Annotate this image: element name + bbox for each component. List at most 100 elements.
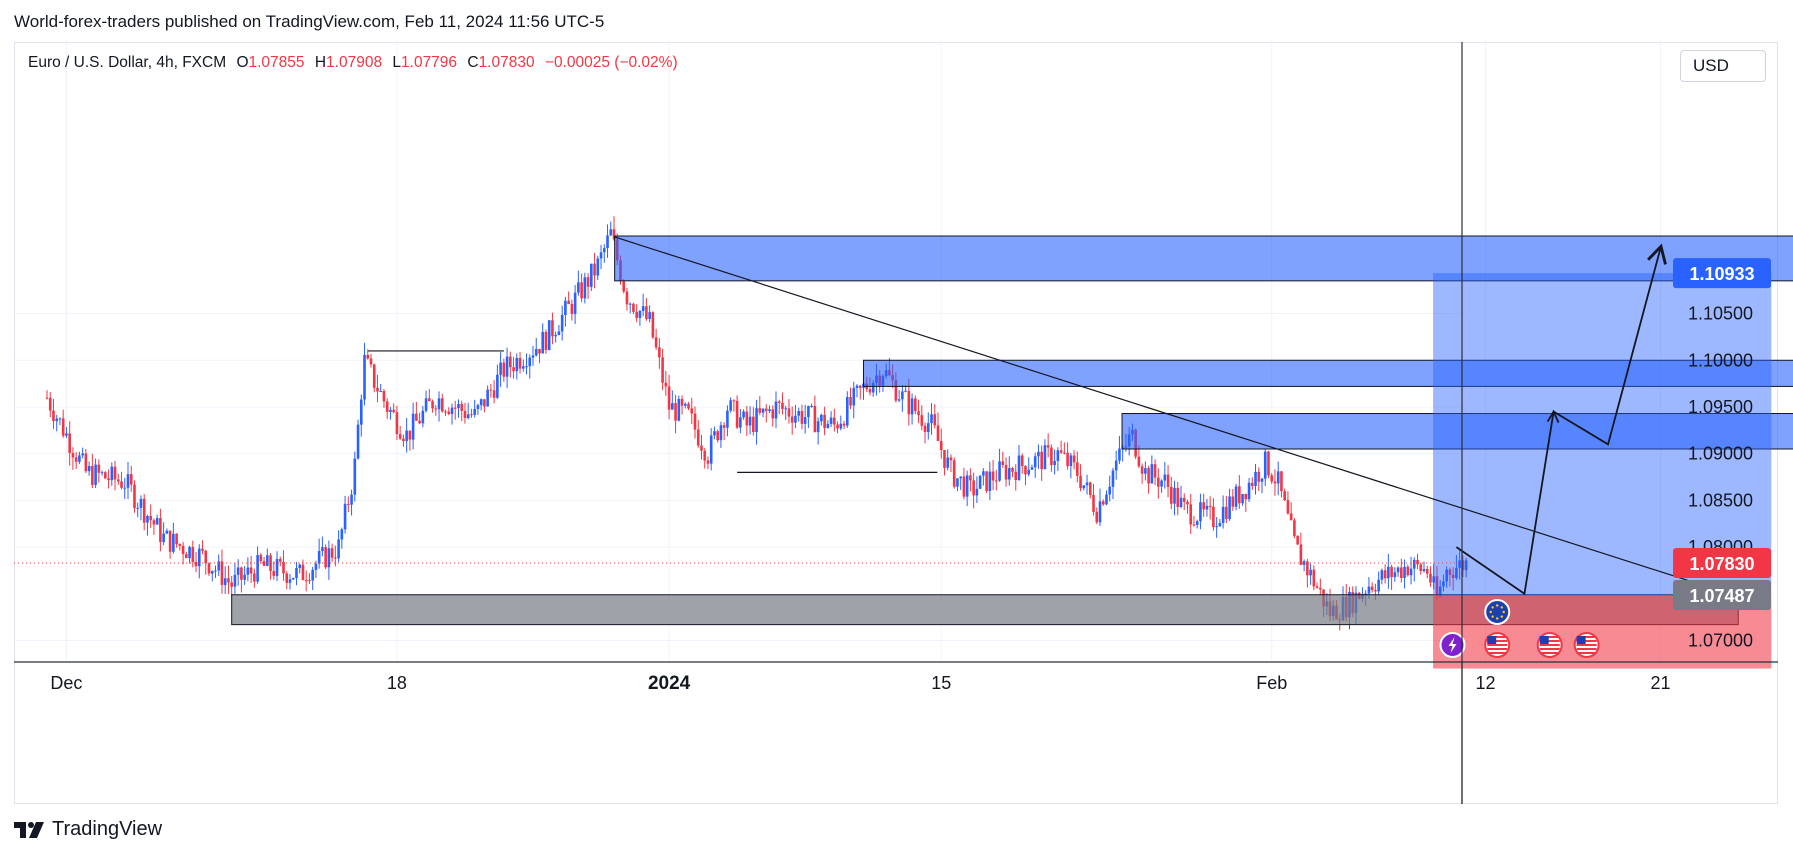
- candle-up: [1276, 471, 1280, 484]
- candle-up: [573, 292, 577, 314]
- candle-down: [489, 389, 493, 391]
- candle-up: [755, 408, 758, 433]
- candle-down: [1176, 487, 1180, 507]
- candle-up: [246, 567, 250, 575]
- candle-down: [1238, 486, 1241, 504]
- y-tick-label: 1.08500: [1688, 490, 1753, 510]
- grid-lines: [14, 40, 1662, 662]
- change-value: −0.00025 (−0.02%): [544, 54, 678, 71]
- zone-boxes[interactable]: [231, 235, 1793, 626]
- candle-down: [1416, 559, 1419, 565]
- candle-down: [914, 398, 917, 412]
- eu-flag-icon[interactable]: [1484, 599, 1511, 625]
- lightning-icon[interactable]: [1439, 632, 1466, 658]
- candle-up: [411, 413, 415, 440]
- candle-down: [687, 403, 690, 409]
- us-flag-icon[interactable]: [1484, 632, 1511, 658]
- candle-down: [249, 567, 253, 574]
- candle-up: [405, 430, 408, 442]
- candle-down: [1273, 481, 1277, 484]
- supply-zone[interactable]: [614, 235, 1793, 282]
- candle-down: [178, 544, 182, 546]
- svg-text:1.07830: 1.07830: [1689, 554, 1754, 574]
- candle-down: [923, 425, 927, 433]
- candle-up: [729, 400, 732, 411]
- candle-up: [353, 458, 357, 495]
- supply-zone[interactable]: [862, 359, 1793, 387]
- candle-down: [142, 498, 146, 523]
- x-tick-label: 2024: [648, 673, 691, 694]
- candle-up: [742, 411, 745, 418]
- candle-down: [790, 416, 794, 423]
- candle-down: [509, 356, 512, 368]
- candle-down: [74, 457, 78, 462]
- high-label: H: [314, 54, 327, 71]
- candle-down: [52, 410, 55, 422]
- us-flag-icon[interactable]: [1536, 632, 1563, 658]
- candle-down: [1293, 520, 1296, 536]
- candle-down: [1374, 590, 1377, 592]
- candle-up: [275, 559, 279, 576]
- candle-down: [690, 408, 694, 414]
- candle-up: [768, 409, 771, 412]
- candle-up: [1458, 560, 1461, 569]
- candle-up: [852, 387, 856, 406]
- long-position-tool[interactable]: [1433, 273, 1772, 669]
- candle-down: [240, 567, 243, 580]
- candle-down: [1448, 569, 1452, 575]
- candle-up: [1027, 469, 1031, 475]
- candle-down: [995, 480, 998, 482]
- supply-zone[interactable]: [1121, 413, 1793, 450]
- candle-down: [800, 411, 804, 424]
- candle-up: [816, 421, 820, 433]
- candle-up: [1445, 569, 1448, 582]
- trendline-group[interactable]: [614, 236, 1733, 596]
- candle-down: [696, 429, 700, 446]
- candle-up: [1442, 581, 1445, 587]
- candle-down: [1435, 576, 1439, 597]
- candle-down: [492, 390, 496, 398]
- price-tags: 1.10933 1.07830 1.07487: [1673, 258, 1771, 611]
- candle-down: [129, 474, 133, 485]
- candle-down: [936, 425, 940, 441]
- y-tick-label: 1.09000: [1688, 444, 1753, 464]
- candle-up: [421, 410, 425, 424]
- candle-down: [347, 503, 350, 505]
- trendline[interactable]: [614, 236, 1733, 596]
- candle-up: [165, 530, 169, 534]
- candle-down: [985, 471, 988, 492]
- candle-down: [204, 550, 208, 564]
- projection-path[interactable]: [1455, 243, 1667, 596]
- us-flag-icon[interactable]: [1573, 632, 1600, 658]
- candle-up: [162, 533, 165, 543]
- candle-up: [1254, 471, 1257, 487]
- candle-up: [719, 425, 723, 441]
- y-tick-label: 1.10500: [1688, 304, 1753, 324]
- close-label: C: [467, 54, 479, 71]
- candle-up: [739, 417, 742, 428]
- candle-down: [518, 357, 522, 369]
- candle-down: [745, 411, 749, 426]
- candle-down: [952, 460, 956, 487]
- open-label: O: [236, 54, 249, 71]
- candle-up: [298, 564, 302, 569]
- economic-events[interactable]: [1439, 599, 1600, 658]
- tradingview-logo[interactable]: TradingView: [14, 818, 162, 841]
- target-area[interactable]: [1433, 273, 1772, 596]
- candle-up: [1221, 506, 1225, 524]
- candle-up: [557, 331, 561, 335]
- candle-down: [836, 424, 839, 429]
- candle-down: [324, 547, 327, 568]
- candle-down: [366, 354, 370, 359]
- candle-down: [551, 320, 554, 337]
- candle-up: [839, 423, 843, 429]
- candle-down: [693, 413, 697, 430]
- candle-down: [1202, 502, 1205, 510]
- candle-up: [590, 263, 593, 287]
- candle-down: [570, 304, 574, 314]
- candle-down: [230, 582, 233, 587]
- candle-down: [272, 571, 276, 576]
- currency-button[interactable]: USD: [1680, 50, 1766, 82]
- candle-down: [1257, 471, 1261, 482]
